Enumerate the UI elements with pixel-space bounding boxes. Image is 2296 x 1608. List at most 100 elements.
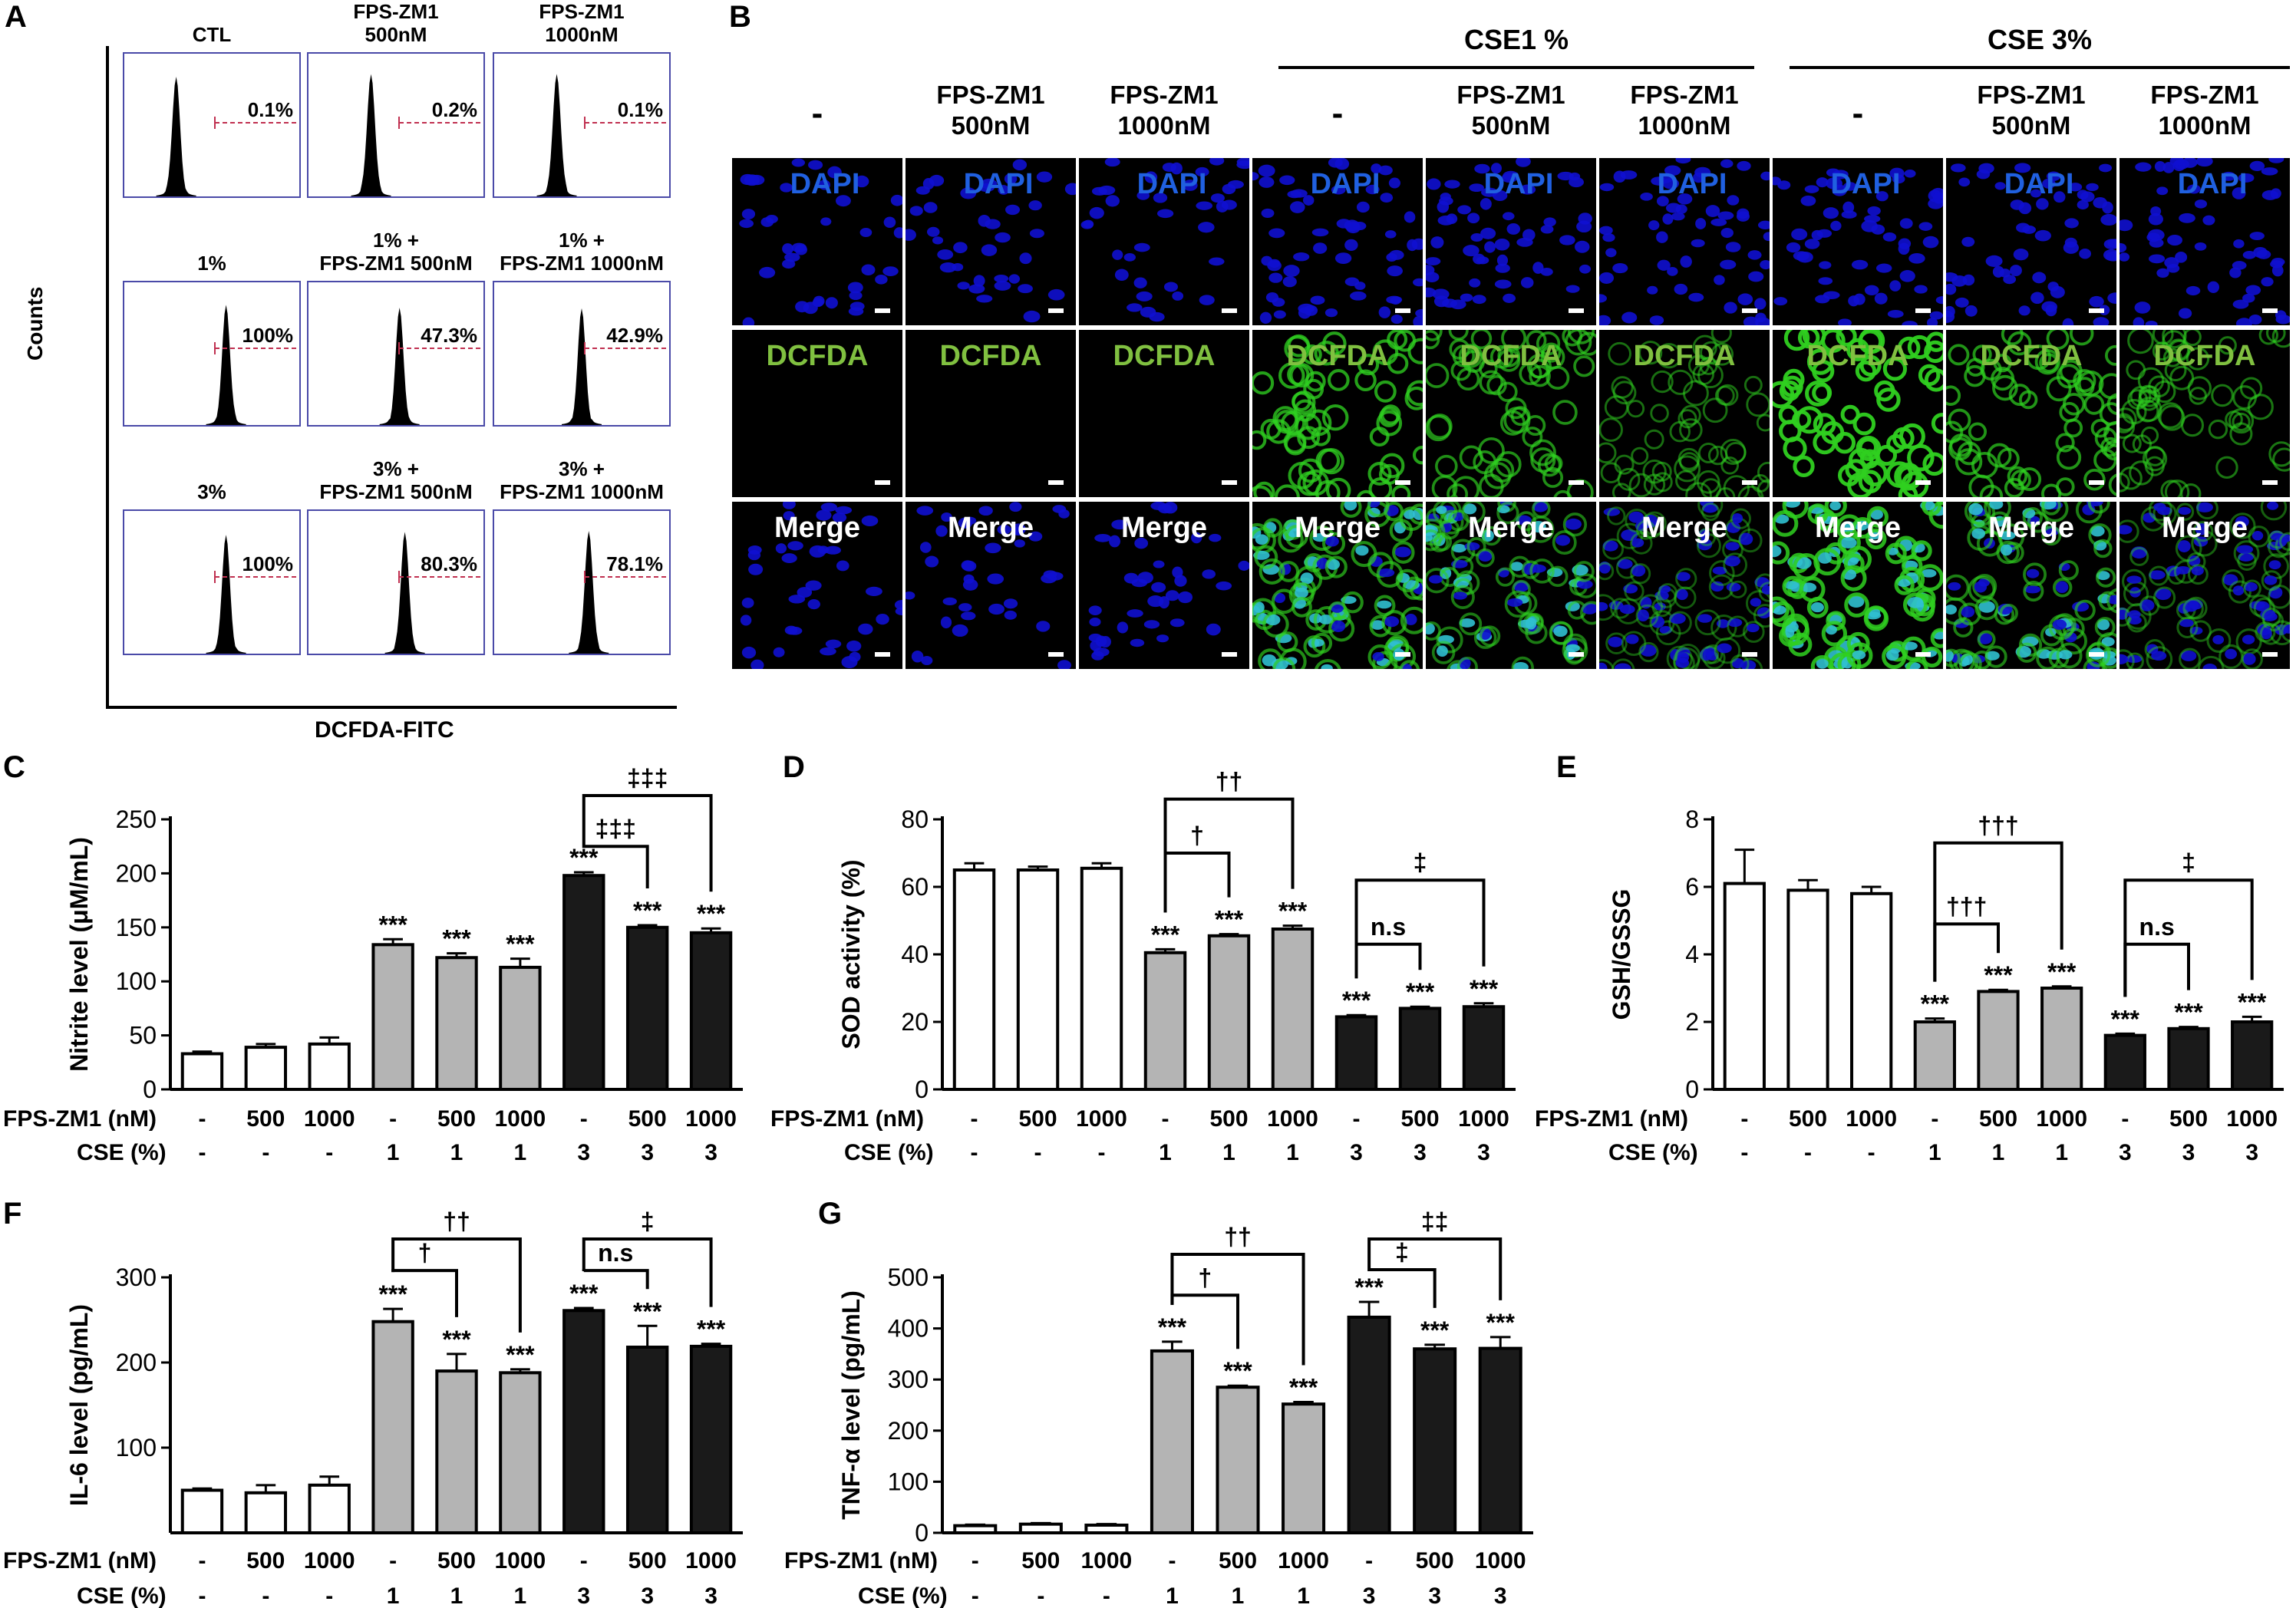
cell-fluorescence	[1697, 443, 1719, 463]
bar	[1282, 1402, 1326, 1534]
cell-fluorescence	[1553, 489, 1572, 497]
scale-bar	[1569, 308, 1584, 313]
cell-fluorescence	[2026, 344, 2052, 371]
nucleus	[1819, 261, 1832, 269]
cell-fluorescence	[2007, 466, 2028, 487]
bar	[371, 1320, 414, 1534]
flow-peak	[562, 308, 602, 425]
cell-fluorescence	[2120, 466, 2143, 490]
nucleus	[2238, 552, 2255, 562]
cell-fluorescence	[1289, 363, 1315, 387]
nucleus	[1036, 171, 1053, 183]
nucleus	[1003, 598, 1018, 609]
fps-value: -	[971, 1106, 978, 1132]
nucleus	[1826, 177, 1842, 189]
cell-fluorescence	[1277, 631, 1298, 653]
nucleus	[1870, 509, 1883, 520]
nucleus	[1460, 293, 1473, 302]
cell-fluorescence	[1436, 626, 1463, 654]
nucleus	[2242, 653, 2256, 665]
micro-cells: Merge	[1773, 502, 1943, 669]
nucleus	[1513, 661, 1529, 669]
nucleus	[1695, 218, 1707, 229]
cell-fluorescence	[1655, 620, 1681, 646]
nucleus	[2149, 238, 2164, 248]
nucleus	[1370, 620, 1385, 630]
nucleus	[2179, 213, 2195, 223]
cse-row-label: CSE (%)	[844, 1140, 934, 1165]
fps-value: -	[1740, 1106, 1748, 1132]
cell-fluorescence	[2176, 502, 2195, 521]
cell-fluorescence	[1882, 357, 1908, 381]
nucleus	[2120, 525, 2133, 535]
nucleus	[1800, 195, 1816, 206]
cell-fluorescence	[1625, 509, 1649, 533]
significance-stars: ***	[1158, 1313, 1187, 1341]
micro-tile-merge: Merge	[1252, 502, 1423, 669]
cell-fluorescence	[1757, 461, 1770, 483]
cell-fluorescence	[1918, 364, 1941, 387]
nucleus	[782, 502, 796, 509]
micro-column-header: -	[1331, 94, 1344, 132]
significance-stars: ***	[569, 1280, 599, 1307]
significance-stars: ***	[1215, 906, 1244, 934]
cell-fluorescence	[1946, 385, 1961, 406]
nucleus	[2055, 581, 2069, 593]
cell-fluorescence	[1399, 660, 1420, 669]
significance-stars: ***	[1420, 1316, 1450, 1344]
nucleus	[1469, 278, 1481, 288]
cell-fluorescence	[1497, 381, 1518, 402]
cse-row-label: CSE (%)	[858, 1583, 948, 1608]
cell-fluorescence	[2232, 385, 2258, 410]
nucleus	[941, 512, 952, 522]
nucleus	[2153, 502, 2166, 512]
nucleus	[1494, 279, 1512, 289]
nucleus	[1516, 237, 1533, 247]
cell-fluorescence	[2106, 393, 2116, 415]
cell-fluorescence	[2103, 420, 2116, 448]
micro-cells: DAPI	[2120, 158, 2290, 325]
micro-row-label: Merge	[1815, 512, 1901, 544]
cell-fluorescence	[1617, 467, 1641, 491]
nucleus	[2079, 248, 2091, 259]
nucleus	[2232, 187, 2246, 199]
cell-fluorescence	[2259, 623, 2282, 645]
nucleus	[1413, 278, 1423, 287]
significance-stars: ***	[1406, 978, 1435, 1006]
nucleus	[942, 597, 957, 605]
nucleus	[739, 219, 754, 229]
cell-fluorescence	[1876, 387, 1901, 412]
nucleus	[1599, 294, 1607, 303]
nucleus	[2260, 628, 2272, 640]
nucleus	[2229, 267, 2242, 278]
cell-fluorescence	[2046, 330, 2070, 351]
nucleus	[1724, 555, 1740, 567]
significance-stars: ***	[2047, 958, 2077, 986]
nucleus	[1133, 242, 1150, 252]
cell-fluorescence	[1922, 452, 1943, 476]
nucleus	[1318, 615, 1334, 624]
cell-fluorescence	[2004, 477, 2025, 497]
nucleus	[1268, 272, 1283, 283]
nucleus	[1716, 619, 1730, 628]
y-tick-label: 0	[143, 1076, 157, 1103]
nucleus	[1136, 291, 1153, 302]
fps-value: 500	[1789, 1106, 1827, 1132]
significance-stars: ***	[1921, 990, 1950, 1018]
nucleus	[1457, 205, 1472, 215]
nucleus	[1761, 585, 1770, 595]
cse-value: 1	[1232, 1583, 1245, 1608]
cse-value: -	[1804, 1140, 1812, 1165]
cse1-group-header: CSE1 %	[1463, 24, 1569, 55]
bracket-label: †	[1198, 1264, 1212, 1291]
nucleus	[2146, 644, 2159, 654]
scale-bar	[875, 308, 890, 313]
nucleus	[807, 599, 820, 610]
significance-stars: ***	[1984, 961, 2013, 989]
cell-fluorescence	[1840, 565, 1867, 591]
cse-value: 1	[2055, 1140, 2068, 1165]
cell-fluorescence	[2169, 365, 2195, 390]
bar	[244, 1491, 288, 1534]
cell-fluorescence	[2152, 330, 2174, 345]
nucleus	[748, 563, 764, 575]
